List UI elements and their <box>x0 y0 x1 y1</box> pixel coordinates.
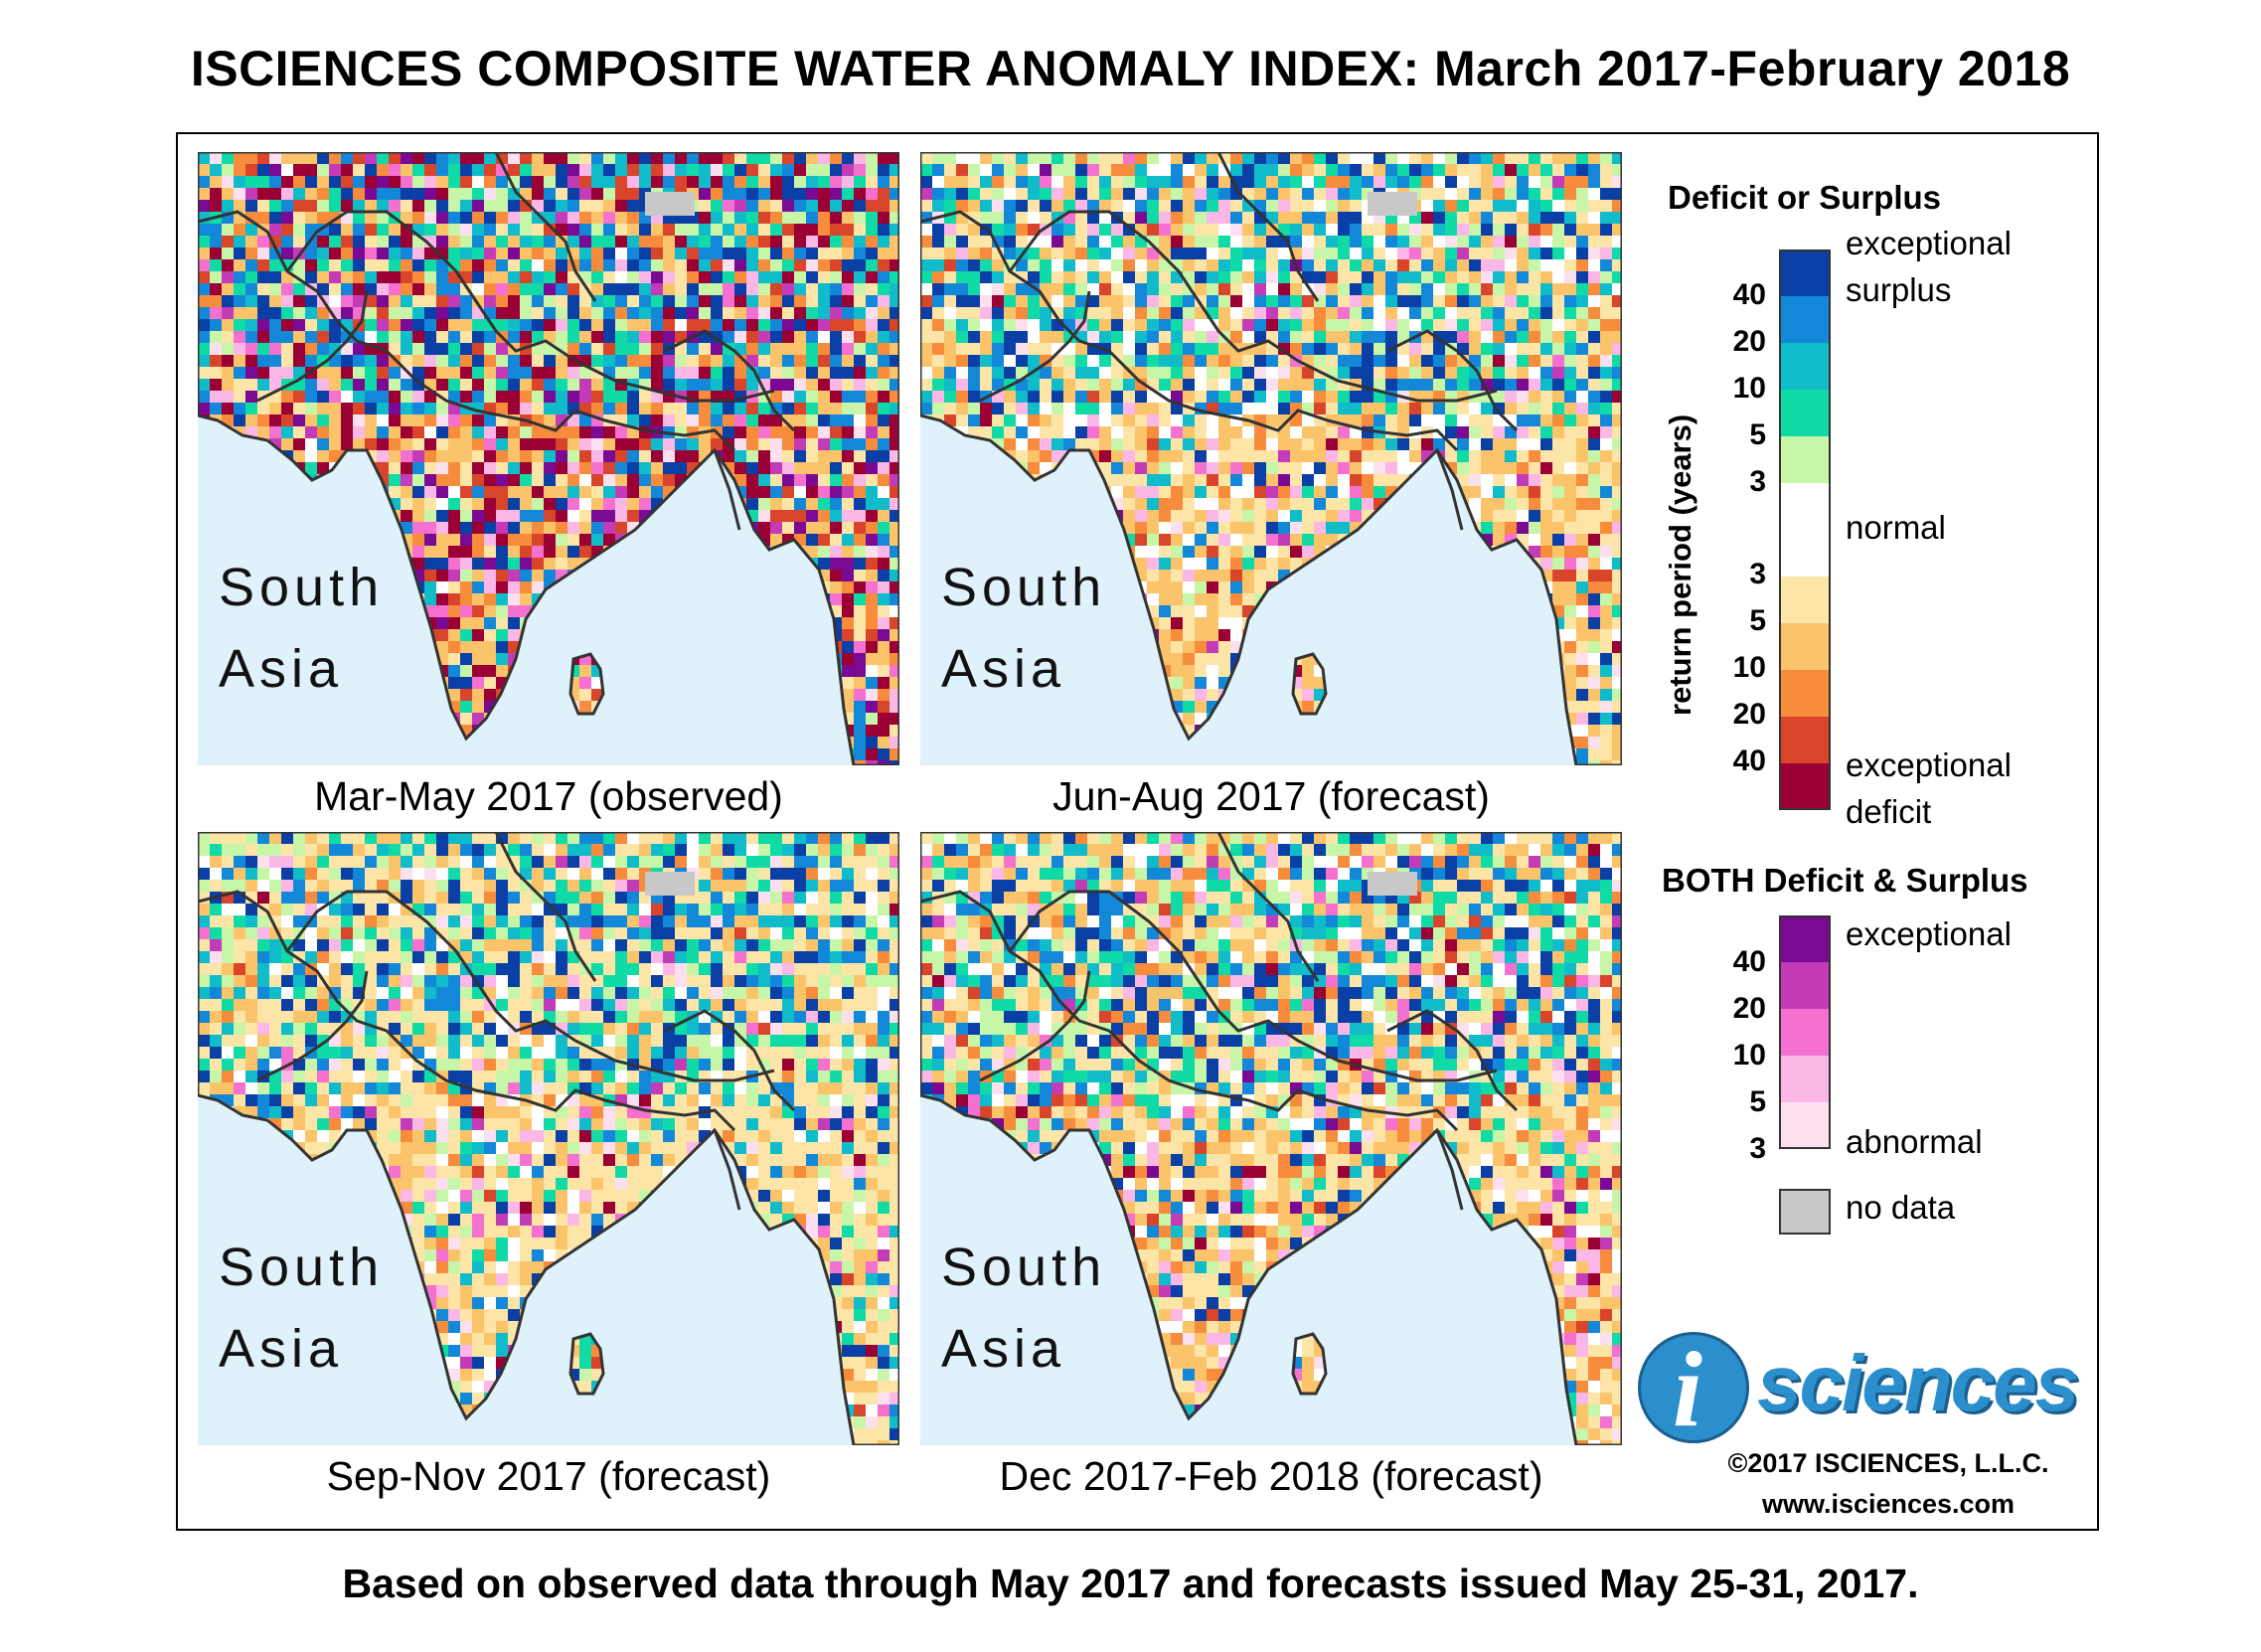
legend-tick: 5 <box>1749 418 1766 451</box>
legend-swatch <box>1779 623 1831 670</box>
country-borders <box>198 832 899 1445</box>
legend-tick: 10 <box>1732 651 1766 684</box>
legend-both-swatch <box>1779 1009 1831 1056</box>
map-panel-dec-2017-feb-2018 <box>920 832 1622 1445</box>
legend-both-swatch <box>1779 1056 1831 1102</box>
isciences-logo: i sciences <box>1638 1331 2079 1449</box>
legend-tick: 5 <box>1749 1085 1766 1118</box>
legend-swatch <box>1779 717 1831 763</box>
legend-tick: 3 <box>1749 465 1766 498</box>
legend-tick: 5 <box>1749 604 1766 637</box>
legend-label-both-exceptional: exceptional <box>1846 915 2012 952</box>
country-borders <box>920 152 1622 765</box>
legend-tick: 40 <box>1732 945 1766 978</box>
legend-title-both: BOTH Deficit & Surplus <box>1662 862 2028 899</box>
legend-both-swatch <box>1779 962 1831 1009</box>
legend-swatch <box>1779 670 1831 717</box>
legend-swatch <box>1779 763 1831 810</box>
legend-both-swatch <box>1779 1102 1831 1149</box>
website-link[interactable]: www.isciences.com <box>1761 1489 2016 1519</box>
legend-swatch <box>1779 343 1831 390</box>
legend-label-deficit: deficit <box>1846 793 1932 830</box>
logo-i-mark: i <box>1638 1331 1749 1449</box>
legend-tick: 20 <box>1732 698 1766 731</box>
anomaly-map <box>198 152 899 765</box>
logo-wordmark: sciences <box>1757 1339 2079 1427</box>
legend-label-surplus: surplus <box>1846 271 1952 308</box>
legend-label-exceptional: exceptional <box>1846 225 2012 261</box>
footer-note: Based on observed data through May 2017 … <box>342 1561 1919 1606</box>
map-panel-sep-nov-2017 <box>198 832 899 1445</box>
figure-frame <box>176 132 2099 1531</box>
legend-label-normal: normal <box>1846 509 1946 546</box>
legend-tick: 20 <box>1732 992 1766 1025</box>
legend-swatch <box>1779 436 1831 483</box>
legend-tick: 20 <box>1732 325 1766 358</box>
legend-tick: 3 <box>1749 1132 1766 1165</box>
region-label: South Asia <box>941 558 1107 699</box>
page-title: ISCIENCES COMPOSITE WATER ANOMALY INDEX:… <box>190 41 2071 96</box>
legend-label-exceptional-deficit: exceptional <box>1846 746 2012 783</box>
map-caption: Jun-Aug 2017 (forecast) <box>1052 773 1490 819</box>
legend-label-nodata: no data <box>1846 1189 1956 1226</box>
legend-tick: 10 <box>1732 1039 1766 1072</box>
anomaly-map <box>920 832 1622 1445</box>
legend-title-deficit-surplus: Deficit or Surplus <box>1668 179 1942 216</box>
anomaly-map <box>198 832 899 1445</box>
legend-swatch <box>1779 577 1831 623</box>
legend-swatch <box>1779 249 1831 296</box>
legend-swatch <box>1779 530 1831 577</box>
legend-tick: 40 <box>1732 744 1766 777</box>
map-panel-jun-aug-2017 <box>920 152 1622 765</box>
anomaly-map <box>920 152 1622 765</box>
legend-tick: 10 <box>1732 372 1766 405</box>
legend-both-swatch <box>1779 915 1831 962</box>
region-label: South Asia <box>941 1238 1107 1379</box>
legend-label-abnormal: abnormal <box>1846 1123 1983 1160</box>
region-label: South Asia <box>219 1238 385 1379</box>
map-caption: Dec 2017-Feb 2018 (forecast) <box>999 1453 1543 1499</box>
legend-swatch <box>1779 296 1831 343</box>
copyright: ©2017 ISCIENCES, L.L.C. <box>1727 1448 2049 1478</box>
legend-tick: 40 <box>1732 278 1766 311</box>
map-panel-mar-may-2017 <box>198 152 899 765</box>
map-caption: Sep-Nov 2017 (forecast) <box>326 1453 771 1499</box>
region-label: South Asia <box>219 558 385 699</box>
legend-swatch <box>1779 483 1831 530</box>
legend-nodata-swatch <box>1779 1189 1831 1235</box>
legend-swatch <box>1779 390 1831 436</box>
country-borders <box>920 832 1622 1445</box>
map-caption: Mar-May 2017 (observed) <box>314 773 783 819</box>
country-borders <box>198 152 899 765</box>
legend-tick: 3 <box>1749 558 1766 590</box>
